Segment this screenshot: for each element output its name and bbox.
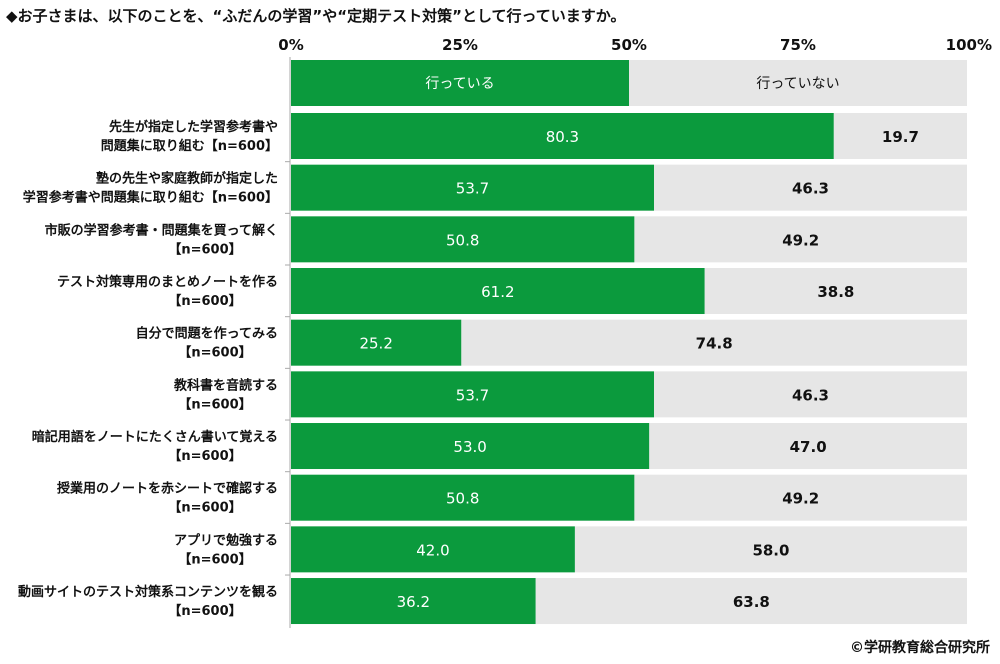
category-label: 市販の学習参考書・問題集を買って解く [45,222,278,238]
category-label: 【n=600】 [168,448,241,464]
category-label: テスト対策専用のまとめノートを作る [57,274,278,290]
legend-swatch-not-done [629,60,967,106]
data-label-done: 53.0 [453,438,486,456]
data-label-not-done: 19.7 [882,128,919,146]
data-label-done: 25.2 [359,335,392,353]
bar-done [291,113,834,159]
bar-not-done [634,474,967,521]
data-label-done: 80.3 [546,128,579,146]
copyright: ©学研教育総合研究所 [850,639,990,656]
data-label-not-done: 49.2 [782,490,819,508]
bar-not-done [833,113,967,159]
bar-not-done [634,216,967,263]
category-label: 学習参考書や問題集に取り組む【n=600】 [23,190,278,206]
bar-done [291,423,650,470]
data-label-done: 53.7 [456,386,489,404]
x-tick-label: 0% [278,36,303,54]
category-label: 【n=600】 [178,345,251,361]
data-label-done: 53.7 [456,180,489,198]
data-label-not-done: 63.8 [733,593,770,611]
data-label-not-done: 58.0 [752,541,789,559]
data-label-not-done: 49.2 [782,231,819,249]
data-label-done: 50.8 [446,490,479,508]
data-label-done: 42.0 [416,541,449,559]
bar-done [291,526,575,573]
bar-not-done [574,526,967,573]
bar-not-done [535,578,967,625]
bar-done [291,164,655,211]
bar-done [291,216,635,263]
bar-not-done [461,319,967,366]
data-label-not-done: 46.3 [792,180,829,198]
category-label: 【n=600】 [178,396,251,412]
x-tick-label: 100% [946,36,992,54]
legend-label-not-done: 行っていない [756,76,839,92]
bar-not-done [704,268,967,315]
category-label: アプリで勉強する [174,532,278,548]
bar-not-done [654,164,967,211]
bar-done [291,474,635,521]
category-label: 【n=600】 [168,241,241,257]
data-label-done: 61.2 [481,283,514,301]
category-label: 自分で問題を作ってみる [136,326,278,342]
category-label: 先生が指定した学習参考書や [109,119,278,135]
category-label: 【n=600】 [168,603,241,619]
bar-not-done [654,371,967,418]
bar-done [291,319,462,366]
chart-title: ◆お子さまは、以下のことを、“ふだんの学習”や“定期テスト対策”として行っていま… [6,7,625,25]
category-label: 動画サイトのテスト対策系コンテンツを観る [18,584,278,600]
category-label: 授業用のノートを赤シートで確認する [57,481,278,497]
legend-swatch-done [291,60,629,106]
x-tick-label: 50% [611,36,647,54]
data-label-done: 36.2 [397,593,430,611]
bar-done [291,371,655,418]
bar-not-done [649,423,967,470]
data-label-not-done: 46.3 [792,386,829,404]
x-tick-label: 75% [780,36,816,54]
bar-done [291,268,705,315]
category-label: 暗記用語をノートにたくさん書いて覚える [32,429,278,445]
data-label-not-done: 38.8 [817,283,854,301]
category-label: 教科書を音読する [173,377,278,393]
category-label: 【n=600】 [168,293,241,309]
x-tick-label: 25% [442,36,478,54]
data-label-not-done: 74.8 [696,335,733,353]
legend-label-done: 行っている [425,76,494,92]
data-label-done: 50.8 [446,231,479,249]
category-label: 【n=600】 [178,551,251,567]
category-label: 塾の先生や家庭教師が指定した [96,171,278,187]
category-label: 【n=600】 [168,500,241,516]
bar-done [291,578,536,625]
data-label-not-done: 47.0 [790,438,827,456]
category-label: 問題集に取り組む【n=600】 [101,138,278,154]
